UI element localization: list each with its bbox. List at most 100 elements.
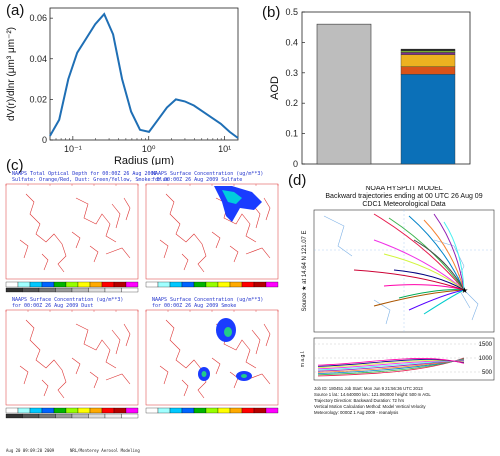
hysplit-footer-line: Vertical Motion Calculation Method: Mode… (314, 404, 426, 409)
map-title: NAAPS Surface Concentration (ug/m**3) (12, 297, 123, 303)
grey-scale-cell (121, 287, 139, 293)
color-scale-cell (241, 281, 255, 288)
trajectory-line (443, 221, 465, 291)
map-subtitle: for 00:00Z 26 Aug 2009 Sulfate (152, 177, 242, 183)
aod-bar-chart: 0 0.1 0.2 0.3 0.4 0.5 AOD (269, 7, 471, 169)
aod-bar (316, 23, 372, 165)
trajectory-line (383, 253, 465, 291)
color-scale-cell (253, 407, 267, 414)
map-coastline (41, 323, 131, 397)
color-scale-cell (265, 281, 279, 288)
color-scale-cell (205, 281, 219, 288)
trajectory-line (413, 239, 465, 291)
height-tick-label: 1500 (479, 342, 493, 348)
grey-scale-cell (88, 413, 106, 419)
color-scale-cell (193, 407, 207, 414)
color-scale-cell (113, 281, 127, 288)
y-tick-label: 0.04 (29, 54, 47, 64)
y-tick-label: 0.4 (285, 37, 298, 47)
grey-scale-cell (5, 413, 23, 419)
panel-label-c: (c) (6, 157, 24, 174)
grey-scale-cell (88, 287, 106, 293)
color-scale-cell (101, 281, 115, 288)
panel-label-d: (d) (288, 172, 307, 189)
map-frame (5, 183, 139, 280)
color-scale-cell (53, 407, 67, 414)
trajectory-line (353, 269, 465, 291)
x-axis-label: Radius (μm) (114, 155, 174, 165)
height-trajectory (317, 358, 465, 366)
color-scale-cell (101, 407, 115, 414)
grey-scale-cell (22, 413, 40, 419)
naaps-maps-panel: NAAPS Total Optical Depth for 00:00Z 26 … (5, 171, 279, 453)
map-title: NAAPS Surface Concentration (ug/m**3) (152, 297, 263, 303)
trajectory-line (433, 213, 465, 291)
map-coastline (19, 193, 131, 273)
trajectory-line (373, 213, 465, 291)
size-distribution-chart: 0 0.02 0.04 0.06 10⁻¹ 10⁰ 10¹ Radius (μm) dV(r)/… (6, 7, 239, 165)
grey-scale-cell (104, 287, 122, 293)
y-axis-label: dV(r)/dlnr (μm³ μm⁻²) (6, 27, 17, 121)
map-coastline (181, 323, 271, 397)
trajectory-line (408, 215, 465, 291)
map-title: NAAPS Surface Concentration (ug/m**3) (152, 171, 263, 177)
smoke-core (241, 374, 247, 378)
footer-date: Aug 20 09:09:20 2009 (6, 448, 55, 453)
grey-scale-cell (38, 413, 56, 419)
grey-scale-cell (121, 413, 139, 419)
color-scale-cell (217, 281, 231, 288)
aod-stack-segment (400, 54, 456, 67)
hysplit-subtitle-2: CDC1 Meteorological Data (362, 201, 445, 208)
color-scale-cell (65, 407, 79, 414)
map-coastline (323, 215, 479, 325)
map-coastline (181, 197, 271, 271)
hysplit-title: NOAA HYSPLIT MODEL (365, 186, 442, 192)
map-subtitle: for 00:00Z 26 Aug 2009 Dust (12, 303, 93, 309)
grey-scale-cell (104, 413, 122, 419)
color-scale-cell (229, 407, 243, 414)
y-tick-label: 0.3 (285, 68, 298, 78)
color-scale-cell (53, 281, 67, 288)
aod-stack-segment (400, 50, 456, 53)
y-tick-label: 0.2 (285, 98, 298, 108)
grey-scale-cell (55, 287, 73, 293)
color-scale-cell (181, 407, 195, 414)
hysplit-subtitle: Backward trajectories ending at 00 UTC 2… (325, 193, 482, 200)
size-distribution-line (49, 12, 239, 139)
color-scale-cell (253, 281, 267, 288)
color-scale-cell (5, 407, 19, 414)
grey-scale-cell (38, 287, 56, 293)
color-scale-cell (41, 281, 55, 288)
color-scale-cell (205, 407, 219, 414)
map-coastline (159, 193, 271, 273)
trajectory-line (398, 289, 465, 299)
grey-scale-cell (5, 287, 23, 293)
sulfate-core (222, 190, 242, 204)
trajectory-line (383, 284, 465, 291)
color-scale-cell (77, 281, 91, 288)
color-scale-cell (157, 281, 171, 288)
aod-stack-segment (400, 74, 456, 165)
color-scale-cell (145, 281, 159, 288)
plot-frame (49, 7, 239, 141)
color-scale-cell (17, 407, 31, 414)
panel-label-a: (a) (6, 2, 25, 19)
trajectory-line (373, 289, 465, 307)
smoke-core (201, 371, 207, 377)
color-scale-cell (89, 281, 103, 288)
x-tick-label: 10¹ (218, 144, 231, 154)
source-star-icon: ★ (461, 286, 468, 295)
map-coastline (41, 197, 131, 271)
color-scale-cell (169, 407, 183, 414)
color-scale-cell (241, 407, 255, 414)
y-tick-label: 0.1 (285, 129, 298, 139)
grey-scale-cell (71, 287, 89, 293)
hysplit-footer-line: Trajectory Direction: Backward Duration:… (314, 398, 404, 403)
color-scale-cell (157, 407, 171, 414)
map-coastline (19, 319, 131, 399)
panel-label-b: (b) (262, 4, 281, 21)
height-tick-label: 1000 (479, 356, 493, 362)
aod-stack-segment (400, 48, 456, 51)
y-tick-label: 0.02 (29, 94, 47, 104)
